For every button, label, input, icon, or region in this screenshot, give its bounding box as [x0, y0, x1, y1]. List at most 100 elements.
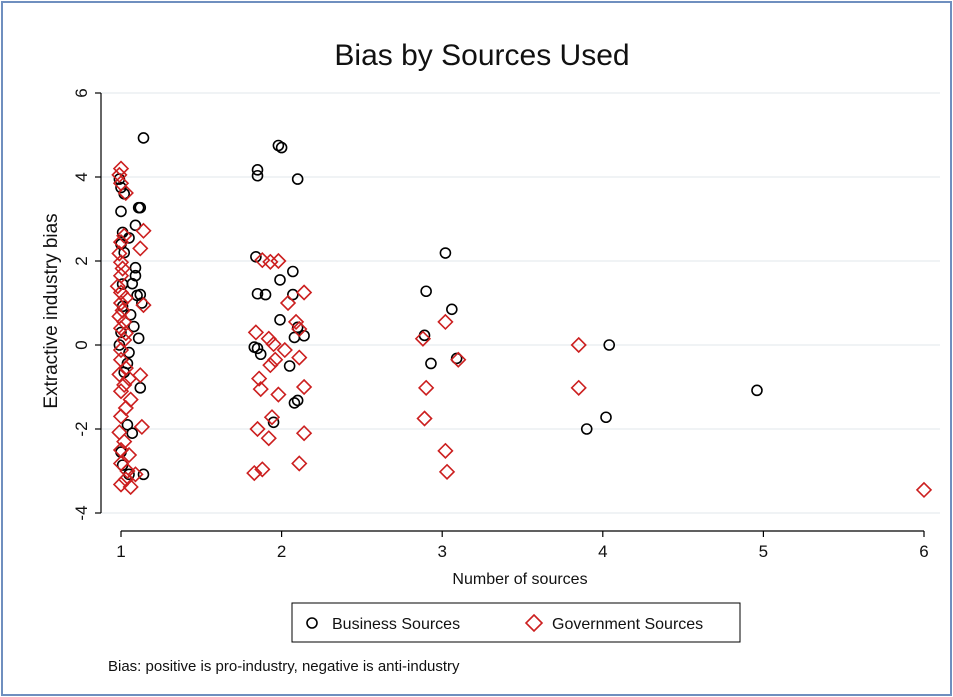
business-point — [132, 332, 145, 345]
business-point — [288, 331, 301, 344]
government-point — [117, 325, 134, 342]
business-point — [580, 423, 593, 435]
business-point — [418, 329, 431, 342]
government-point — [416, 410, 433, 427]
business-point — [439, 247, 452, 259]
government-point — [111, 166, 128, 184]
government-point — [437, 442, 454, 459]
business-point — [254, 348, 267, 361]
business-point — [113, 339, 126, 351]
business-point — [259, 288, 272, 301]
y-axis-label: Extractive industry bias — [41, 213, 62, 408]
x-tick-label: 1 — [116, 542, 125, 561]
government-point — [112, 408, 130, 425]
legend-label-government: Government Sources — [552, 616, 703, 633]
government-point — [279, 294, 297, 312]
government-point — [111, 424, 128, 441]
government-point — [915, 481, 933, 499]
government-point — [119, 462, 136, 480]
x-tick-label: 3 — [437, 542, 446, 561]
government-point — [117, 399, 134, 417]
government-point — [263, 409, 281, 426]
legend-marker-government — [524, 613, 544, 633]
government-point — [132, 240, 149, 257]
x-tick-label: 4 — [598, 542, 607, 561]
business-point — [134, 201, 147, 214]
scatter-chart: Bias by Sources Used -4 -2 0 2 4 6 1 2 3 4 5 6 Ext… — [41, 39, 940, 675]
government-point — [570, 379, 587, 396]
business-point — [129, 261, 142, 274]
government-point — [249, 420, 266, 438]
business-point — [274, 313, 286, 326]
y-tick-label: 2 — [72, 256, 91, 265]
business-point — [425, 357, 437, 370]
government-point — [109, 278, 126, 295]
government-point — [112, 351, 130, 368]
government-point — [276, 341, 293, 359]
government-point — [437, 313, 454, 331]
government-point — [295, 425, 313, 442]
government-point — [114, 260, 131, 277]
government-point — [117, 184, 134, 202]
business-point — [123, 346, 135, 359]
legend: Business Sources Government Sources — [291, 602, 741, 643]
government-point — [246, 464, 263, 482]
business-point — [291, 394, 304, 407]
business-point — [420, 285, 432, 298]
business-point — [129, 219, 142, 232]
legend-marker-business — [306, 617, 318, 629]
y-tick-label: 0 — [72, 340, 91, 349]
business-point — [251, 342, 264, 355]
government-point — [116, 376, 133, 394]
government-point — [112, 341, 130, 359]
y-tick-label: -4 — [72, 505, 91, 520]
government-point — [111, 366, 128, 383]
business-point — [291, 173, 304, 185]
business-point — [287, 265, 299, 278]
government-point — [267, 351, 284, 368]
business-point — [446, 303, 458, 316]
business-point — [137, 132, 150, 144]
government-point — [122, 478, 139, 496]
x-tick-label: 6 — [919, 542, 928, 561]
business-point — [283, 360, 296, 372]
business-point — [267, 416, 280, 429]
business-point — [603, 339, 616, 351]
legend-label-business: Business Sources — [332, 616, 460, 633]
business-point — [128, 320, 140, 333]
government-point — [570, 336, 587, 354]
government-point — [287, 313, 305, 331]
government-point — [260, 430, 277, 447]
business-point — [136, 297, 148, 309]
business-point — [134, 382, 147, 394]
government-point — [414, 330, 432, 347]
government-point — [247, 324, 265, 341]
x-ticks: 1 2 3 4 5 6 — [116, 531, 929, 561]
y-tick-label: 6 — [72, 88, 91, 97]
legend-box — [291, 602, 741, 643]
business-point — [287, 288, 299, 301]
government-point — [450, 351, 467, 368]
business-point — [115, 326, 127, 339]
government-point — [254, 461, 271, 478]
business-point — [275, 141, 288, 154]
government-point — [291, 320, 308, 338]
government-point — [132, 367, 149, 384]
government-point — [291, 455, 308, 472]
business-point — [291, 321, 304, 334]
government-point — [252, 380, 269, 398]
y-ticks: -4 -2 0 2 4 6 — [72, 88, 101, 521]
government-point — [116, 433, 133, 450]
business-point — [274, 274, 286, 286]
government-point — [127, 466, 144, 483]
government-point — [418, 379, 435, 396]
x-axis-label: Number of sources — [452, 571, 587, 588]
government-point — [122, 391, 139, 408]
chart-note: Bias: positive is pro-industry, negative… — [108, 658, 460, 675]
government-point — [135, 296, 152, 314]
government-point — [111, 245, 128, 262]
business-point — [251, 169, 264, 182]
government-point — [262, 253, 279, 270]
business-point — [115, 205, 127, 218]
